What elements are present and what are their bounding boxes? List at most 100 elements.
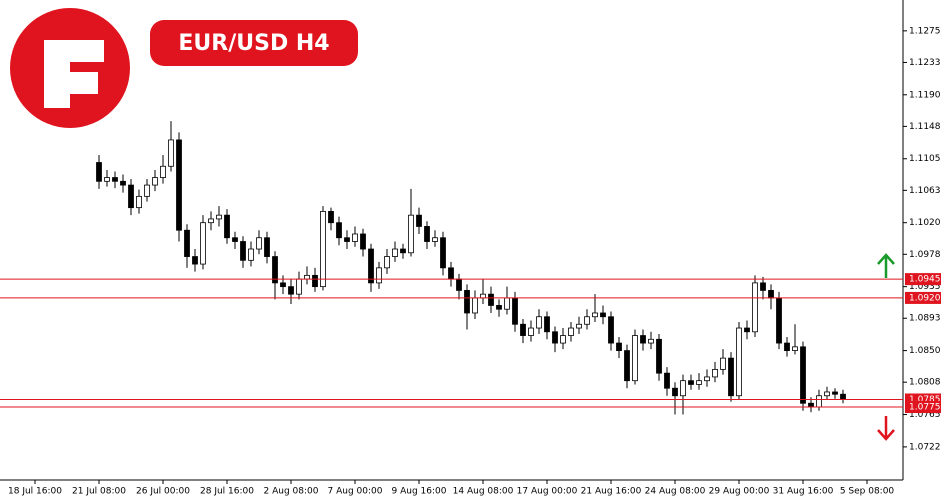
candle-body [152, 177, 158, 186]
candle-body [552, 331, 558, 344]
candle-body [96, 162, 102, 182]
candle-body [576, 323, 582, 329]
level-label-box [905, 273, 941, 286]
candle-body [280, 282, 286, 288]
level-label: 1.0785 [909, 395, 941, 405]
candle-body [632, 335, 638, 382]
candle-body [688, 380, 694, 385]
candle-body [648, 338, 654, 344]
x-tick-label: 26 Jul 00:00 [136, 487, 190, 497]
y-tick-label: 1.1020 [909, 218, 941, 228]
candle-body [144, 184, 150, 197]
y-tick-label: 1.0978 [909, 250, 941, 260]
y-tick-label: 1.1148 [909, 122, 941, 132]
y-tick-label: 1.0935 [909, 282, 941, 292]
candle-body [352, 233, 358, 242]
candle-body [192, 256, 198, 265]
chart-title: EUR/USD H4 [178, 31, 329, 56]
candle-body [640, 335, 646, 344]
candle-body [360, 233, 366, 250]
candle-body [664, 372, 670, 389]
x-tick-label: 9 Aug 16:00 [392, 487, 447, 497]
y-tick-label: 1.1190 [909, 90, 941, 100]
x-tick-label: 7 Aug 00:00 [328, 487, 383, 497]
candle-body [256, 237, 262, 250]
candle-body [672, 387, 678, 397]
candle-body [392, 248, 398, 257]
x-tick-label: 21 Aug 16:00 [581, 487, 642, 497]
candle-body [776, 297, 782, 344]
candle-body [136, 195, 142, 209]
candle-body [768, 290, 774, 299]
logo [10, 8, 130, 128]
x-tick-label: 29 Aug 00:00 [709, 487, 770, 497]
candle-body [208, 218, 214, 224]
candle-body [488, 293, 494, 306]
candle-body [752, 282, 758, 333]
candle-body [584, 316, 590, 325]
candle-body [312, 274, 318, 288]
candle-body [424, 226, 430, 242]
candle-body [816, 395, 822, 408]
y-tick-label: 1.1063 [909, 186, 941, 196]
x-tick-label: 28 Jul 16:00 [200, 487, 254, 497]
candle-body [272, 256, 278, 284]
title-box [150, 20, 358, 66]
down-arrow [877, 416, 895, 441]
candle-body [600, 312, 606, 318]
candle-body [160, 165, 166, 178]
candle-body [232, 237, 238, 242]
candle-body [440, 237, 446, 269]
candle-body [808, 402, 814, 408]
candle-body [624, 350, 630, 382]
candle-body [464, 290, 470, 314]
candle-body [496, 305, 502, 310]
candle-body [248, 248, 254, 261]
candle-body [616, 342, 622, 351]
x-tick-label: 5 Sep 08:00 [840, 487, 895, 497]
x-tick-label: 31 Aug 16:00 [773, 487, 834, 497]
candle-body [704, 376, 710, 382]
candle-body [608, 316, 614, 344]
candle-body [696, 380, 702, 385]
candle-body [384, 256, 390, 269]
candle-body [712, 369, 718, 378]
level-label-box [905, 401, 941, 414]
candle-body [240, 241, 246, 261]
candle-body [320, 211, 326, 288]
y-tick-label: 1.0850 [909, 346, 941, 356]
candle-body [784, 342, 790, 351]
candle-body [344, 237, 350, 242]
y-tick-label: 1.0765 [909, 410, 941, 420]
x-tick-label: 21 Jul 08:00 [72, 487, 126, 497]
candle-body [728, 357, 734, 397]
candle-body [536, 316, 542, 329]
candle-body [656, 338, 662, 374]
candle-body [288, 286, 294, 295]
candle-body [448, 267, 454, 280]
candle-body [184, 229, 190, 257]
candle-body [112, 177, 118, 182]
y-tick-label: 1.0722 [909, 442, 941, 452]
candle-body [840, 393, 846, 400]
candle-body [720, 357, 726, 370]
candle-body [216, 214, 222, 220]
candle-body [400, 248, 406, 254]
candle-body [200, 222, 206, 265]
y-tick-label: 1.1275 [909, 26, 941, 36]
candle-body [336, 222, 342, 239]
x-tick-label: 17 Aug 00:00 [517, 487, 578, 497]
candle-body [832, 391, 838, 395]
candle-body [800, 346, 806, 404]
candle-body [120, 180, 126, 186]
candle-body [368, 248, 374, 284]
candle-body [328, 211, 334, 224]
candle-body [744, 327, 750, 333]
candle-body [512, 297, 518, 325]
x-tick-label: 24 Aug 08:00 [645, 487, 706, 497]
y-tick-label: 1.1105 [909, 154, 941, 164]
candle-body [224, 214, 230, 239]
level-label-box [905, 291, 941, 304]
candle-body [472, 297, 478, 314]
